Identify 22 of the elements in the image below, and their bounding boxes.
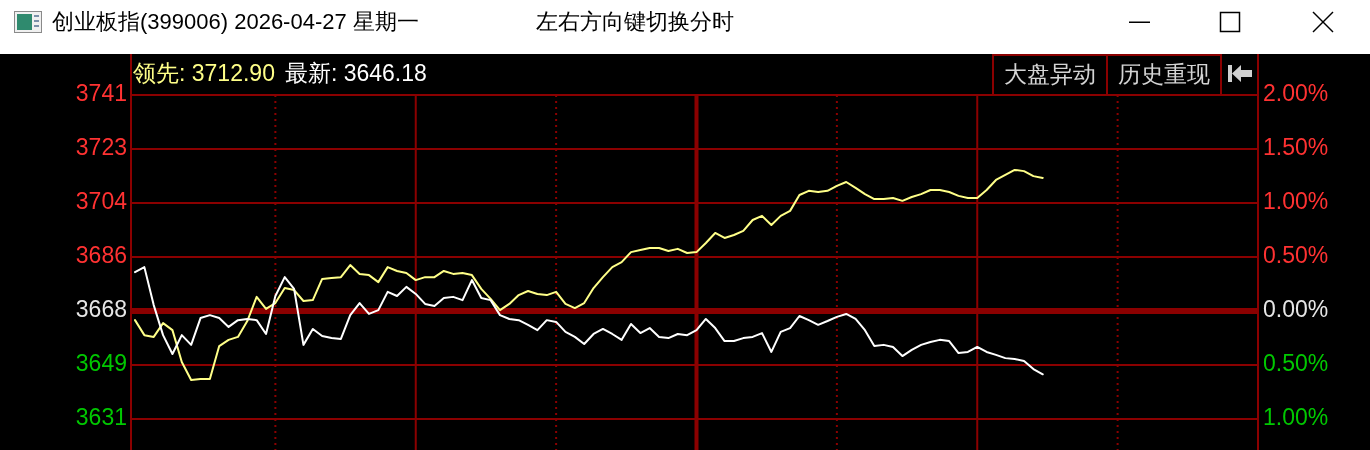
chart-title: 创业板指(399006) 2026-04-27 星期一 xyxy=(52,8,419,34)
button: 大盘异动 xyxy=(992,54,1108,96)
y-tick-label: 3631 xyxy=(75,404,127,431)
text: 领先: 3712.90 xyxy=(133,59,275,86)
line-series xyxy=(134,168,1044,381)
y-tick-label: 3723 xyxy=(75,134,127,161)
y2-tick-label: 1.00% xyxy=(1263,188,1329,215)
y2-tick-label: 1.00% xyxy=(1263,404,1329,431)
y2-tick-label: 0.00% xyxy=(1263,296,1329,323)
y-tick-label: 3704 xyxy=(75,188,128,215)
y2-tick-label: 0.50% xyxy=(1263,350,1329,377)
y2-tick-label: 2.00% xyxy=(1263,80,1329,107)
y2-tick-label: 0.50% xyxy=(1263,242,1329,269)
y-tick-label: 3741 xyxy=(75,80,127,107)
line-series xyxy=(134,266,1044,376)
y-tick-label: 3649 xyxy=(75,350,127,377)
y-tick-label: 3686 xyxy=(75,242,127,269)
y2-tick-label: 1.50% xyxy=(1263,134,1329,161)
chart-subtitle: 左右方向键切换分时 xyxy=(536,8,734,34)
y-tick-label: 3668 xyxy=(75,296,127,323)
text: 最新: 3646.18 xyxy=(284,59,427,86)
button: 历史重现 xyxy=(1106,54,1222,96)
